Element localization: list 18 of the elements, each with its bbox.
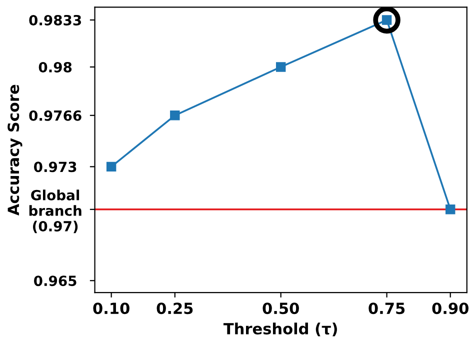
point [106,162,116,172]
y-tick-label: Global branch (0.97) [29,190,82,234]
y-tick-label: 0.98 [38,62,72,72]
x-tick-label: 0.25 [156,302,193,314]
y-tick-label: 0.9766 [29,110,82,121]
x-axis-title: Threshold (τ) [223,322,337,336]
y-tick-label: 0.973 [34,162,76,172]
point [446,204,456,214]
x-tick-label: 0.50 [262,302,299,314]
point [373,7,400,34]
point [170,110,180,120]
y-tick-label: 0.965 [34,276,76,286]
point [276,62,286,72]
y-tick-label: 0.9833 [29,14,82,26]
x-tick-label: 0.10 [93,302,130,314]
x-tick-label: 0.90 [432,302,468,314]
y-axis-title: Accuracy Score [8,84,22,216]
x-tick-label: 0.75 [368,302,405,314]
